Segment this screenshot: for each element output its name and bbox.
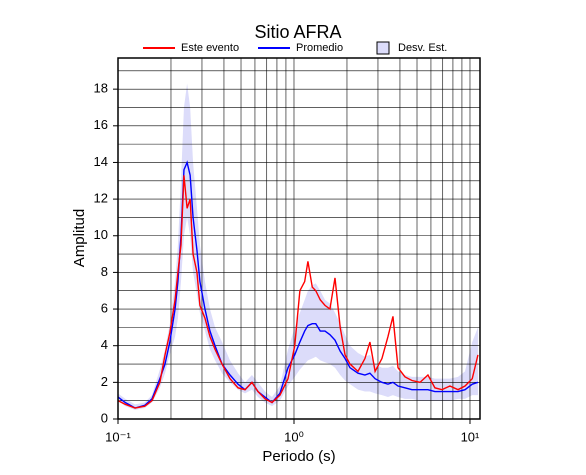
x-tick-label: 10⁰ bbox=[284, 429, 304, 444]
y-tick-label: 12 bbox=[94, 191, 108, 206]
plot-frame bbox=[117, 57, 481, 420]
std-band bbox=[118, 83, 478, 410]
y-tick-label: 8 bbox=[101, 264, 108, 279]
legend-label: Promedio bbox=[296, 42, 343, 54]
y-tick-label: 16 bbox=[94, 117, 108, 132]
legend-label: Este evento bbox=[181, 42, 239, 54]
chart-title: Sitio AFRA bbox=[254, 22, 341, 42]
x-axis-label: Periodo (s) bbox=[262, 448, 335, 465]
x-tick-label: 10¹ bbox=[461, 429, 480, 444]
y-tick-label: 2 bbox=[101, 374, 108, 389]
legend-swatch bbox=[376, 41, 390, 55]
x-tick-label: 10⁻¹ bbox=[105, 429, 131, 444]
y-axis-label: Amplitud bbox=[71, 209, 88, 267]
y-tick-label: 4 bbox=[101, 337, 108, 352]
y-tick-label: 0 bbox=[101, 410, 108, 425]
series-line bbox=[117, 175, 479, 409]
y-tick-label: 14 bbox=[94, 154, 108, 169]
y-tick-label: 6 bbox=[101, 300, 108, 315]
legend-label: Desv. Est. bbox=[398, 42, 447, 54]
y-tick-label: 18 bbox=[94, 81, 108, 96]
y-tick-label: 10 bbox=[94, 227, 108, 242]
